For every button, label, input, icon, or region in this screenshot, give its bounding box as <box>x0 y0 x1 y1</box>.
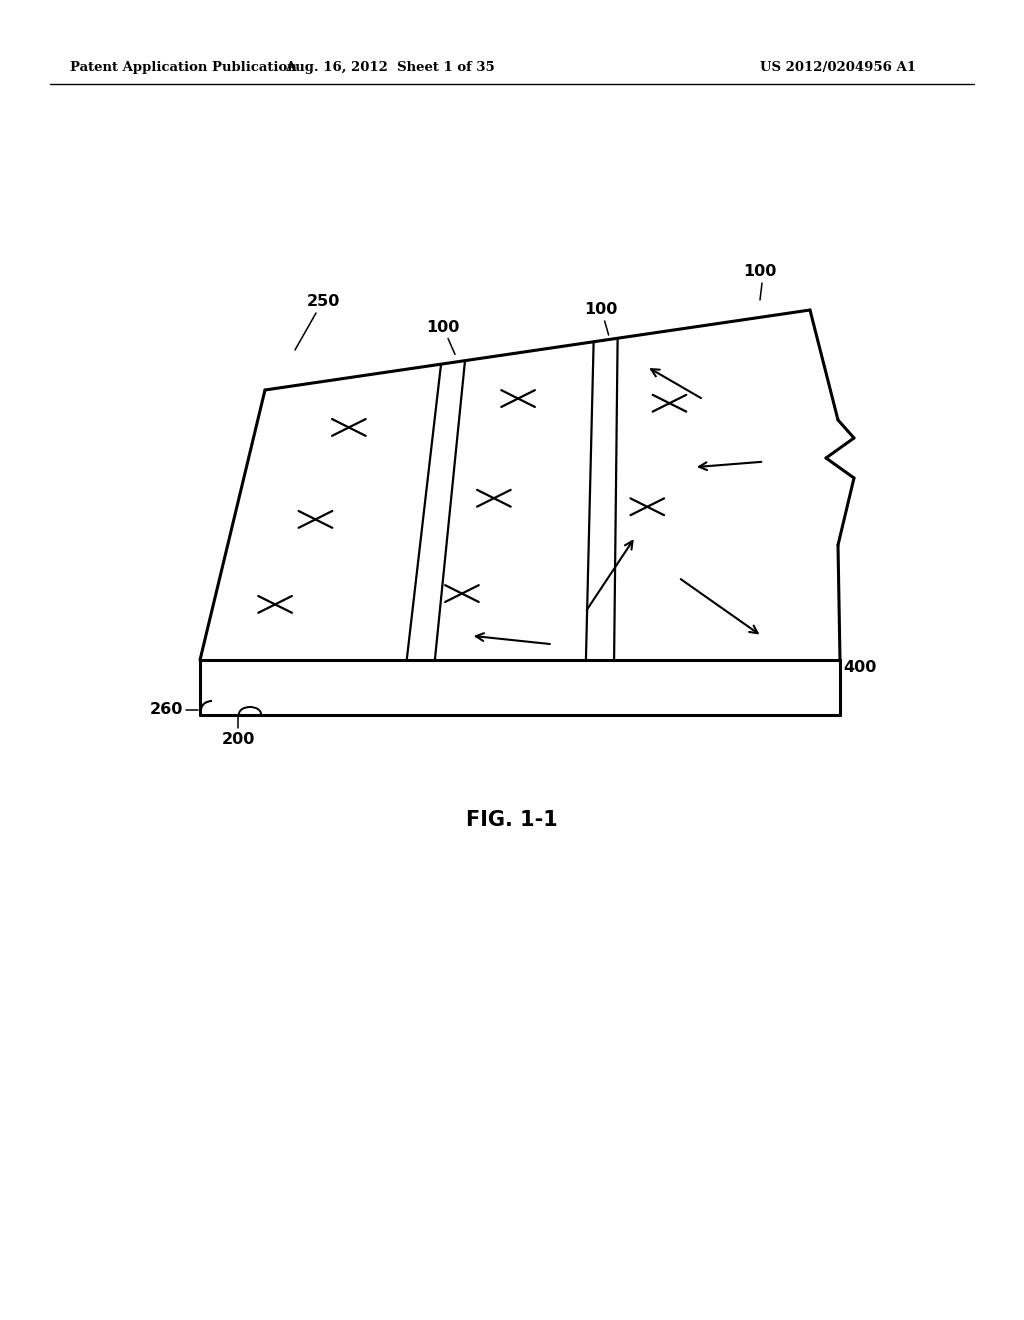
Text: 400: 400 <box>843 660 877 676</box>
Text: 100: 100 <box>743 264 776 280</box>
Text: 250: 250 <box>306 294 340 309</box>
Text: 100: 100 <box>426 319 460 335</box>
Text: 260: 260 <box>150 702 183 718</box>
Text: 200: 200 <box>221 733 255 747</box>
Text: FIG. 1-1: FIG. 1-1 <box>466 810 558 830</box>
Text: US 2012/0204956 A1: US 2012/0204956 A1 <box>760 62 916 74</box>
Text: 100: 100 <box>584 302 617 318</box>
Text: Patent Application Publication: Patent Application Publication <box>70 62 297 74</box>
Text: Aug. 16, 2012  Sheet 1 of 35: Aug. 16, 2012 Sheet 1 of 35 <box>285 62 495 74</box>
